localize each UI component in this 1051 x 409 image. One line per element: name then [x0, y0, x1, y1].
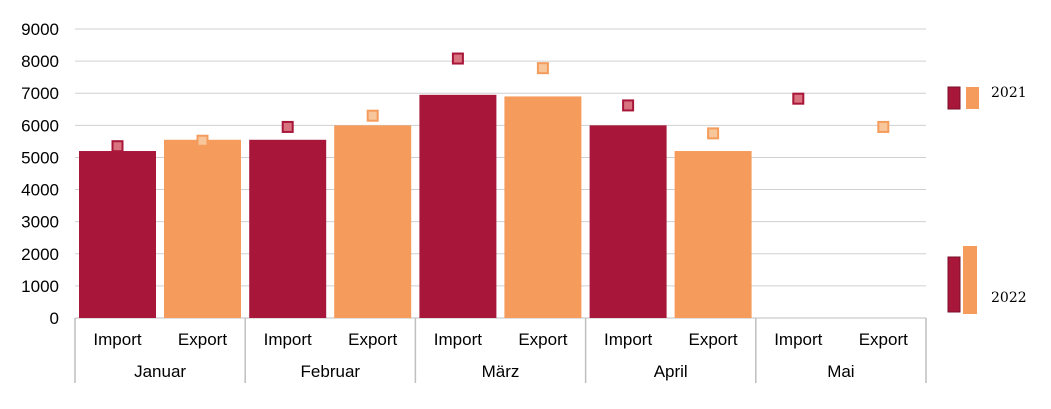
bar-2022-februar-import: [249, 139, 327, 318]
x-category-label: Februar: [301, 362, 361, 381]
y-tick-label: 5000: [21, 148, 59, 167]
x-category-label: März: [482, 362, 520, 381]
marker-2021-märz-import: [451, 52, 464, 65]
x-category-label: April: [654, 362, 688, 381]
x-subcategory-label: Export: [859, 330, 908, 349]
y-tick-label: 2000: [21, 245, 59, 264]
x-subcategory-label: Import: [774, 330, 822, 349]
x-subcategory-label: Import: [264, 330, 312, 349]
marker-2021-mai-import: [792, 92, 805, 105]
marker-2021-märz-export: [536, 62, 549, 75]
x-subcategory-label: Export: [178, 330, 227, 349]
legend: 2021 2022: [947, 85, 1027, 314]
y-tick-label: 4000: [21, 181, 59, 200]
marker-2021-april-export: [707, 127, 720, 140]
y-tick-label: 3000: [21, 213, 59, 232]
bar-2022-februar-export: [334, 125, 412, 318]
marker-2021-april-import: [622, 99, 635, 112]
markers: [111, 52, 890, 153]
x-subcategory-label: Import: [93, 330, 141, 349]
bar-2022-märz-import: [419, 94, 497, 318]
x-subcategory-label: Import: [604, 330, 652, 349]
y-tick-label: 9000: [21, 20, 59, 39]
legend-label-2022: 2022: [991, 290, 1027, 306]
x-category-label: Januar: [134, 362, 186, 381]
x-category-label: Mai: [827, 362, 854, 381]
axes: 0 1000 2000 3000 4000 5000 6000 7000 8000 9000 Imp…: [21, 20, 927, 383]
bars: [79, 94, 752, 318]
marker-2021-januar-import: [111, 140, 124, 153]
bar-2022-märz-export: [504, 96, 582, 318]
y-tick-label: 8000: [21, 52, 59, 71]
legend-swatch-2021-import: [947, 86, 961, 110]
bar-2022-april-import: [589, 125, 667, 318]
legend-swatch-2021-export: [966, 87, 979, 109]
x-subcategory-label: Import: [434, 330, 482, 349]
y-tick-label: 1000: [21, 277, 59, 296]
marker-2021-mai-export: [877, 120, 890, 133]
y-tick-label: 7000: [21, 84, 59, 103]
marker-2021-februar-export: [366, 109, 379, 122]
x-subcategory-label: Export: [689, 330, 738, 349]
bar-2022-januar-import: [79, 151, 156, 318]
marker-2021-februar-import: [281, 120, 294, 133]
legend-swatch-2022-export: [963, 246, 977, 314]
bar-2022-januar-export: [164, 139, 241, 318]
legend-label-2021: 2021: [991, 85, 1027, 101]
bar-2022-april-export: [674, 151, 752, 318]
marker-2021-januar-export: [196, 134, 209, 147]
y-tick-label: 6000: [21, 116, 59, 135]
y-tick-label: 0: [50, 309, 59, 328]
x-subcategory-label: Export: [518, 330, 567, 349]
x-subcategory-label: Export: [348, 330, 397, 349]
legend-swatch-2022-import: [947, 256, 961, 313]
